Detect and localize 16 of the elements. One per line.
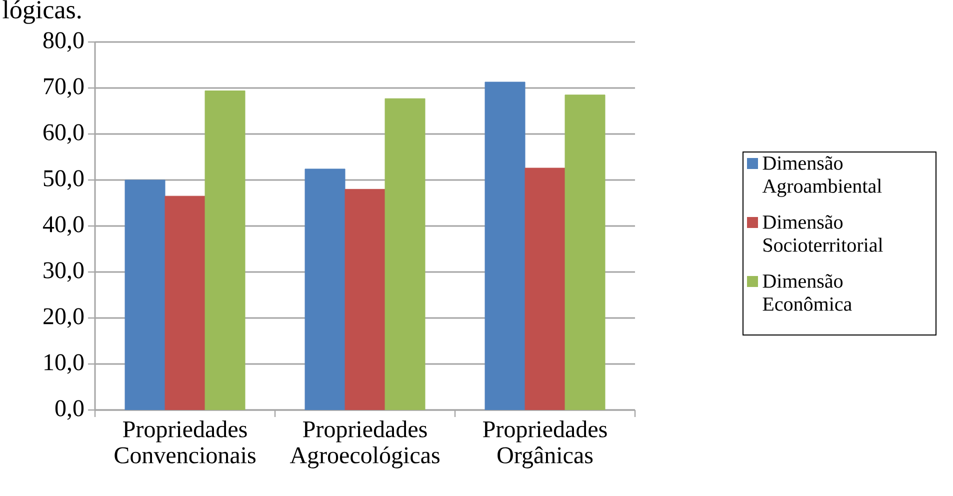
y-tick-label: 50,0 (44, 170, 84, 190)
y-tick-label: 80,0 (43, 32, 84, 52)
legend-label: Dimensão Socioterritorial (762, 215, 883, 252)
text: lógicas. (2, 0, 81, 24)
y-tick-label: 0,0 (55, 400, 84, 420)
y-tick-label: 10,0 (44, 354, 84, 374)
y-tick-label: 20,0 (44, 308, 84, 328)
x-tick-label: Propriedades Agroecológicas (290, 420, 440, 468)
x-tick-label: Propriedades Convencionais (114, 420, 256, 464)
legend-label: Dimensão Agroambiental (762, 156, 882, 197)
legend-label: Dimensão Econômica (762, 274, 852, 311)
x-tick-label: Propriedades Orgânicas (483, 420, 607, 468)
y-tick-label: 70,0 (44, 78, 84, 98)
y-tick-label: 30,0 (44, 262, 84, 282)
y-tick-label: 60,0 (44, 124, 84, 144)
y-tick-label: 40,0 (42, 216, 84, 236)
